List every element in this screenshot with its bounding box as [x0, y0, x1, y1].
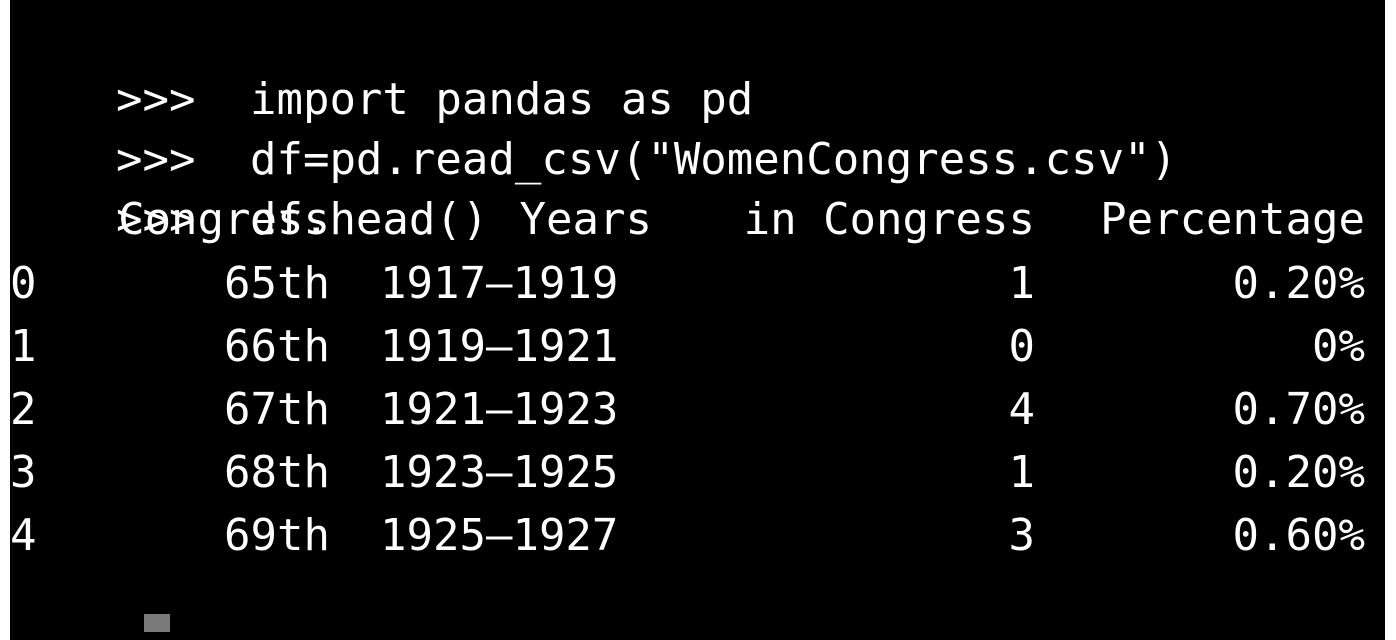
cell-percentage: 0.70% — [1232, 384, 1365, 435]
cell-years: 1917–1919 — [380, 258, 619, 309]
cell-percentage: 0.20% — [1232, 447, 1365, 498]
prompt: >>> — [115, 134, 196, 185]
table-row: 3 68th 1923–1925 1 0.20% — [10, 443, 1385, 503]
cell-percentage: 0.20% — [1232, 258, 1365, 309]
row-index: 2 — [10, 384, 37, 435]
cell-percentage: 0.60% — [1232, 510, 1365, 561]
prompt: >>> — [115, 74, 196, 125]
table-row: 4 69th 1925–1927 3 0.60% — [10, 506, 1385, 566]
header-percentage: Percentage — [1100, 194, 1365, 245]
command-line: >>> import pandas as pd — [10, 10, 753, 125]
table-row: 2 67th 1921–1923 4 0.70% — [10, 380, 1385, 440]
cell-in-congress: 1 — [1008, 447, 1036, 498]
cell-congress: 65th — [224, 258, 330, 309]
cell-years: 1923–1925 — [380, 447, 619, 498]
command-line: >>> df=pd.read_csv("WomenCongress.csv") — [10, 70, 1177, 185]
prompt: >>> — [115, 194, 196, 245]
command-line: >>> df.head() — [10, 130, 488, 245]
cell-congress: 67th — [224, 384, 330, 435]
cell-percentage: 0% — [1312, 321, 1365, 372]
cell-years: 1925–1927 — [380, 510, 619, 561]
command-text: df=pd.read_csv("WomenCongress.csv") — [249, 134, 1178, 185]
text-cursor — [144, 614, 170, 632]
command-text: import pandas as pd — [249, 74, 754, 125]
cell-congress: 69th — [224, 510, 330, 561]
cell-congress: 68th — [224, 447, 330, 498]
cell-years: 1919–1921 — [380, 321, 619, 372]
row-index: 0 — [10, 258, 37, 309]
cell-years: 1921–1923 — [380, 384, 619, 435]
cell-in-congress: 4 — [1008, 384, 1036, 435]
cell-congress: 66th — [224, 321, 330, 372]
row-index: 1 — [10, 321, 37, 372]
table-header-row: Congress Years in Congress Percentage — [10, 190, 1385, 250]
row-index: 3 — [10, 447, 37, 498]
cell-in-congress: 1 — [1008, 258, 1036, 309]
cell-in-congress: 3 — [1008, 510, 1036, 561]
header-in-congress: in Congress — [743, 194, 1035, 245]
header-congress: Congress — [118, 194, 330, 245]
row-index: 4 — [10, 510, 37, 561]
table-row: 1 66th 1919–1921 0 0% — [10, 317, 1385, 377]
header-years: Years — [519, 194, 652, 245]
terminal-window[interactable]: >>> import pandas as pd >>> df=pd.read_csv… — [10, 0, 1385, 640]
table-row: 0 65th 1917–1919 1 0.20% — [10, 254, 1385, 314]
command-text: df.head() — [249, 194, 489, 245]
cell-in-congress: 0 — [1008, 321, 1036, 372]
